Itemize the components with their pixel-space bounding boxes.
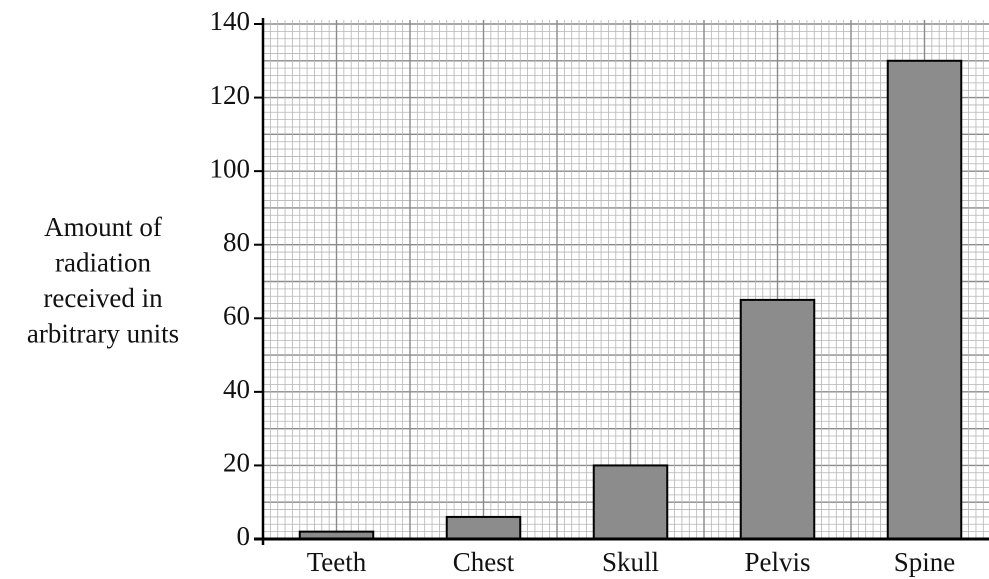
grid [262,20,989,540]
y-tick-label: 60 [223,300,250,330]
x-tick-label: Skull [602,547,659,577]
y-axis-label: radiation [55,248,151,278]
x-tick-label: Pelvis [744,547,810,577]
y-axis-label: Amount of [44,212,162,242]
bar [445,515,522,541]
bar [886,59,963,541]
x-tick-label: Teeth [307,547,367,577]
y-tick-label: 100 [210,153,251,183]
labels: 0 20 40 60 80 100 120 140 Amount of radiation rece… [27,6,989,577]
x-tick-label: Chest [453,547,515,577]
y-tick-label: 0 [237,521,251,551]
marks [298,59,963,541]
y-tick-label: 80 [223,227,250,257]
y-tick-label: 140 [210,6,251,36]
y-axis-label: received in [43,283,163,313]
y-tick-label: 120 [210,80,251,110]
y-axis-label: arbitrary units [27,319,179,349]
y-tick-label: 20 [223,448,250,478]
x-tick-label: Spine [894,547,956,577]
bar [739,298,816,540]
y-tick-label: 40 [223,374,250,404]
bar [592,464,669,540]
